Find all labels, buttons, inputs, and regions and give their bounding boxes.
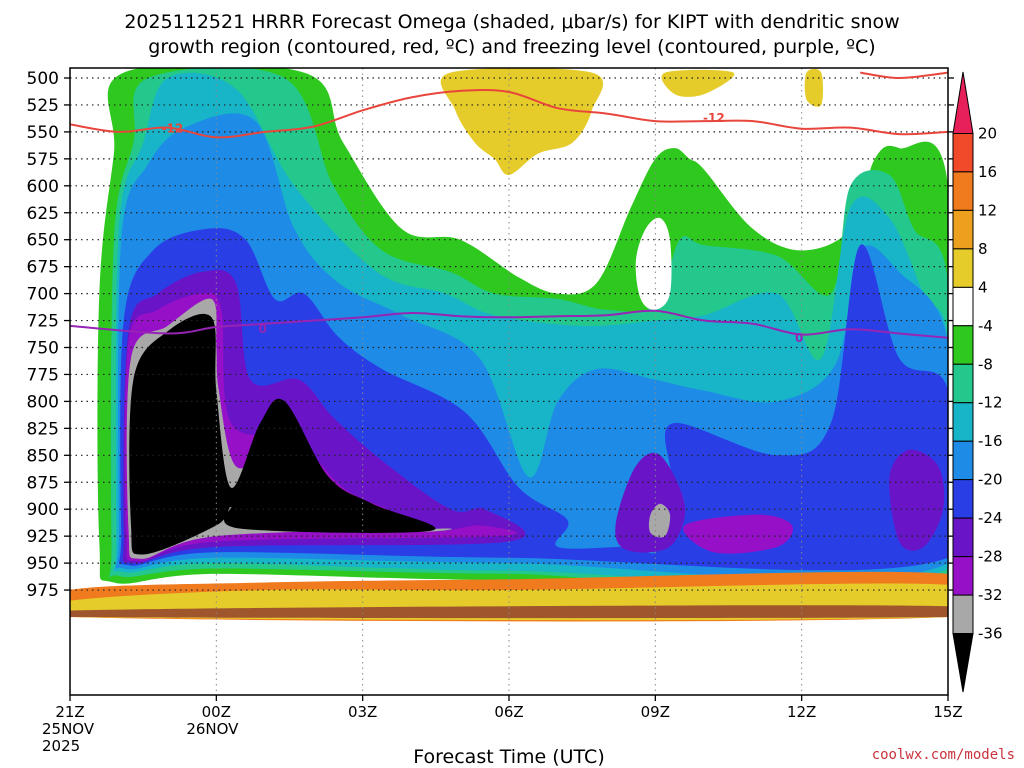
x-tick-label-6-0: 03Z <box>348 703 377 721</box>
y-tick-label-575: 575 <box>27 150 59 170</box>
y-tick-label-850: 850 <box>27 446 59 466</box>
x-tick-label-0-2: 2025 <box>42 737 80 755</box>
x-tick-label-12-0: 09Z <box>641 703 670 721</box>
colorbar-swatch-3 <box>952 209 974 250</box>
colorbar-swatch-8 <box>952 402 974 442</box>
y-tick-label-650: 650 <box>27 231 59 251</box>
colorbar-label-2: 12 <box>978 201 997 219</box>
x-axis-label: Forecast Time (UTC) <box>413 746 604 768</box>
credit-text: coolwx.com/models <box>872 747 1015 763</box>
y-tick-label-775: 775 <box>27 365 59 385</box>
colorbar-label-7: -12 <box>978 394 1003 412</box>
colorbar: 20 16 12 8 4 -4 -8 -12 -16 -20 -24 -28 -32 -36 <box>952 71 1003 693</box>
omega-region-yellow-small <box>661 69 735 97</box>
dgz-contour-top-line <box>860 71 948 80</box>
freezing-level-label-2: 0 <box>795 331 803 345</box>
omega-region-white-hole <box>635 217 672 310</box>
colorbar-swatch-4 <box>952 248 974 288</box>
colorbar-label-6: -8 <box>978 355 993 373</box>
colorbar-label-10: -24 <box>978 509 1003 527</box>
omega-region-yellow-right <box>804 68 823 107</box>
x-tick-label-3-1: 26NOV <box>186 720 239 738</box>
y-tick-label-600: 600 <box>27 177 59 197</box>
colorbar-label-12: -32 <box>978 586 1003 604</box>
x-tick-label-18-0: 15Z <box>933 703 962 721</box>
colorbar-swatch-7 <box>952 363 974 404</box>
x-tick-label-3-0: 00Z <box>202 703 231 721</box>
colorbar-swatch-12 <box>952 556 974 596</box>
y-tick-label-700: 700 <box>27 285 59 305</box>
chart-title-line-2: growth region (contoured, red, ºC) and f… <box>148 36 875 58</box>
colorbar-label-9: -20 <box>978 471 1003 489</box>
colorbar-swatch-2 <box>952 171 974 211</box>
colorbar-swatch-6 <box>952 325 974 365</box>
y-tick-label-675: 675 <box>27 258 59 278</box>
colorbar-swatch-14 <box>952 633 974 693</box>
y-tick-label-750: 750 <box>27 339 59 359</box>
chart-title-line-1: 2025112521 HRRR Forecast Omega (shaded, … <box>124 11 899 33</box>
y-tick-label-875: 875 <box>27 473 59 493</box>
omega-shading <box>70 68 948 622</box>
contour-lines <box>70 71 948 339</box>
colorbar-label-0: 20 <box>978 124 997 142</box>
y-tick-label-525: 525 <box>27 96 59 116</box>
y-tick-label-550: 550 <box>27 123 59 143</box>
x-tick-label-0-1: 25NOV <box>42 720 95 738</box>
colorbar-swatch-9 <box>952 440 974 481</box>
contour-labels: -12 -12 0 0 <box>162 111 804 345</box>
colorbar-swatch-0 <box>952 71 974 134</box>
y-tick-label-800: 800 <box>27 392 59 412</box>
y-tick-label-975: 975 <box>27 581 59 601</box>
dgz-contour-line <box>70 89 948 139</box>
dgz-contour-label-1: -12 <box>162 122 184 136</box>
colorbar-label-13: -36 <box>978 625 1003 643</box>
colorbar-label-4: 4 <box>978 278 988 296</box>
omega-region-yellow-top <box>440 68 604 176</box>
y-tick-label-500: 500 <box>27 69 59 89</box>
freezing-level-line <box>70 309 948 339</box>
colorbar-swatch-10 <box>952 479 974 519</box>
y-tick-label-825: 825 <box>27 419 59 439</box>
y-tick-label-900: 900 <box>27 500 59 520</box>
omega-region-gray-right <box>648 503 671 538</box>
colorbar-swatch-13 <box>952 594 974 635</box>
y-tick-label-625: 625 <box>27 204 59 224</box>
omega-region-purple-right-spread <box>683 514 793 554</box>
surface-band-brown-ground <box>70 605 948 619</box>
colorbar-swatch-1 <box>952 132 974 173</box>
x-tick-label-15-0: 12Z <box>787 703 816 721</box>
colorbar-label-1: 16 <box>978 163 997 181</box>
y-axis: 500 525 550 575 600 625 650 675 700 725 750 775 800 8… <box>27 69 954 601</box>
colorbar-label-3: 8 <box>978 240 988 258</box>
colorbar-swatch-5 <box>952 286 974 327</box>
freezing-level-label-1: 0 <box>258 322 266 336</box>
dgz-contour-label-2: -12 <box>703 111 725 125</box>
y-tick-label-950: 950 <box>27 554 59 574</box>
colorbar-label-8: -16 <box>978 432 1003 450</box>
colorbar-label-11: -28 <box>978 548 1003 566</box>
grid-lines <box>70 68 948 695</box>
colorbar-swatch-11 <box>952 517 974 558</box>
y-tick-label-725: 725 <box>27 312 59 332</box>
colorbar-label-5: -4 <box>978 317 993 335</box>
omega-region-purple-right-2 <box>889 449 945 551</box>
y-tick-label-925: 925 <box>27 527 59 547</box>
x-tick-label-9-0: 06Z <box>494 703 523 721</box>
omega-region-black <box>129 313 436 555</box>
x-tick-label-0-0: 21Z <box>55 703 84 721</box>
